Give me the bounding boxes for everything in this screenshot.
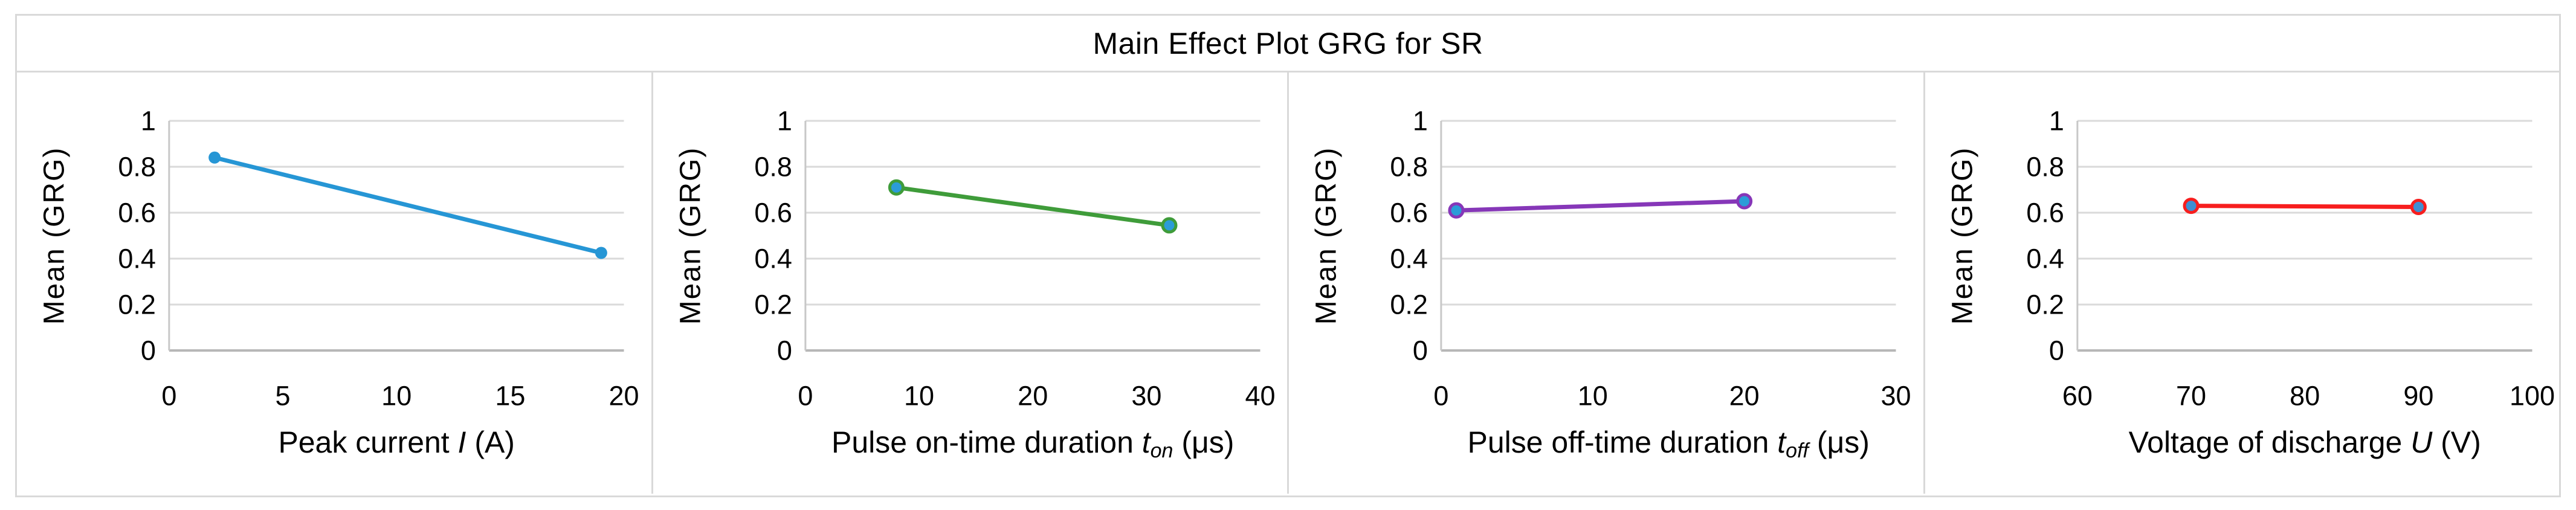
y-tick-label: 0.4 [1390, 243, 1428, 274]
y-axis-label: Mean (GRG) [1310, 147, 1342, 325]
y-tick-label: 0.2 [118, 289, 156, 320]
series-line [212, 155, 604, 255]
figure-title-bar: Main Effect Plot GRG for SR [17, 16, 2559, 73]
chart-panel-pulse-off-time: 0 0.2 0.4 0.6 0.8 1 0 10 20 30 Pulse off-time dura… [1289, 73, 1925, 494]
x-tick-label: 40 [1245, 380, 1275, 411]
x-tick-label: 20 [1018, 380, 1048, 411]
y-tick-label: 0.4 [754, 243, 792, 274]
series-line [894, 185, 1171, 228]
x-tick-label: 70 [2176, 380, 2206, 411]
y-tick-label: 0.8 [1390, 151, 1428, 182]
y-tick-label: 0.2 [754, 289, 792, 320]
x-tick-label: 0 [798, 380, 813, 411]
data-point-marker [888, 179, 905, 196]
figure-frame: Main Effect Plot GRG for SR 0 0.2 0.4 0.6 0.… [15, 14, 2561, 497]
y-tick-label: 0 [2048, 335, 2064, 366]
x-tick-label: 5 [276, 380, 291, 411]
x-tick-label: 0 [161, 380, 176, 411]
y-tick-label: 0.8 [118, 151, 156, 182]
x-tick-label: 10 [904, 380, 934, 411]
y-tick-label: 1 [776, 105, 792, 136]
x-tick-label: 30 [1881, 380, 1911, 411]
y-tick-label: 0 [776, 335, 792, 366]
y-tick-label: 1 [1413, 105, 1428, 136]
chart-panel-peak-current: 0 0.2 0.4 0.6 0.8 1 0 5 10 15 20 Peak current I (A)… [17, 73, 653, 494]
series-line [2189, 204, 2421, 209]
data-point-marker [208, 151, 221, 164]
y-tick-label: 0 [1413, 335, 1428, 366]
data-point-marker [1160, 217, 1177, 234]
data-point-marker [1736, 193, 1753, 210]
y-tick-label: 0.4 [118, 243, 156, 274]
x-axis-label: Peak current I (A) [278, 425, 514, 459]
y-tick-label: 0.8 [2026, 151, 2064, 182]
x-tick-label: 10 [381, 380, 412, 411]
y-axis-label: Mean (GRG) [1946, 147, 1978, 325]
x-tick-label: 30 [1131, 380, 1161, 411]
y-tick-label: 1 [2048, 105, 2064, 136]
data-point-marker [2410, 199, 2427, 215]
figure-title: Main Effect Plot GRG for SR [1093, 26, 1483, 60]
series-line [1454, 199, 1747, 213]
x-axis-label: Pulse off-time duration toff (μs) [1467, 425, 1869, 462]
x-tick-label: 80 [2290, 380, 2320, 411]
data-point-marker [595, 247, 607, 259]
y-tick-label: 0.6 [2026, 197, 2064, 228]
x-axis-label: Voltage of discharge U (V) [2128, 425, 2481, 459]
y-tick-label: 1 [141, 105, 156, 136]
y-axis-label: Mean (GRG) [674, 147, 706, 325]
x-tick-label: 100 [2510, 380, 2555, 411]
y-axis-label: Mean (GRG) [38, 147, 70, 325]
x-tick-label: 90 [2403, 380, 2433, 411]
y-tick-label: 0.2 [1390, 289, 1428, 320]
chart-panel-voltage-of-discharge: 0 0.2 0.4 0.6 0.8 1 60 70 80 90 100 Voltage of disc… [1925, 73, 2559, 494]
x-tick-label: 20 [1729, 380, 1760, 411]
data-point-marker [2183, 198, 2200, 215]
y-tick-label: 0.2 [2026, 289, 2064, 320]
chart-panel-pulse-on-time: 0 0.2 0.4 0.6 0.8 1 0 10 20 30 40 Pulse on-time dur… [653, 73, 1289, 494]
x-tick-label: 60 [2062, 380, 2092, 411]
data-point-marker [1448, 202, 1465, 219]
x-tick-label: 20 [609, 380, 639, 411]
y-tick-label: 0 [141, 335, 156, 366]
x-tick-label: 15 [495, 380, 525, 411]
y-tick-label: 0.8 [754, 151, 792, 182]
x-tick-label: 0 [1433, 380, 1448, 411]
y-tick-label: 0.6 [754, 197, 792, 228]
x-tick-label: 10 [1578, 380, 1608, 411]
y-tick-label: 0.6 [1390, 197, 1428, 228]
charts-row: 0 0.2 0.4 0.6 0.8 1 0 5 10 15 20 Peak current I (A)… [17, 73, 2559, 494]
x-axis-label: Pulse on-time duration ton (μs) [831, 425, 1234, 462]
chart-svg-voltage-of-discharge: 0 0.2 0.4 0.6 0.8 1 60 70 80 90 100 Voltage of disc… [1946, 105, 2555, 459]
y-tick-label: 0.6 [118, 197, 156, 228]
y-tick-label: 0.4 [2026, 243, 2064, 274]
